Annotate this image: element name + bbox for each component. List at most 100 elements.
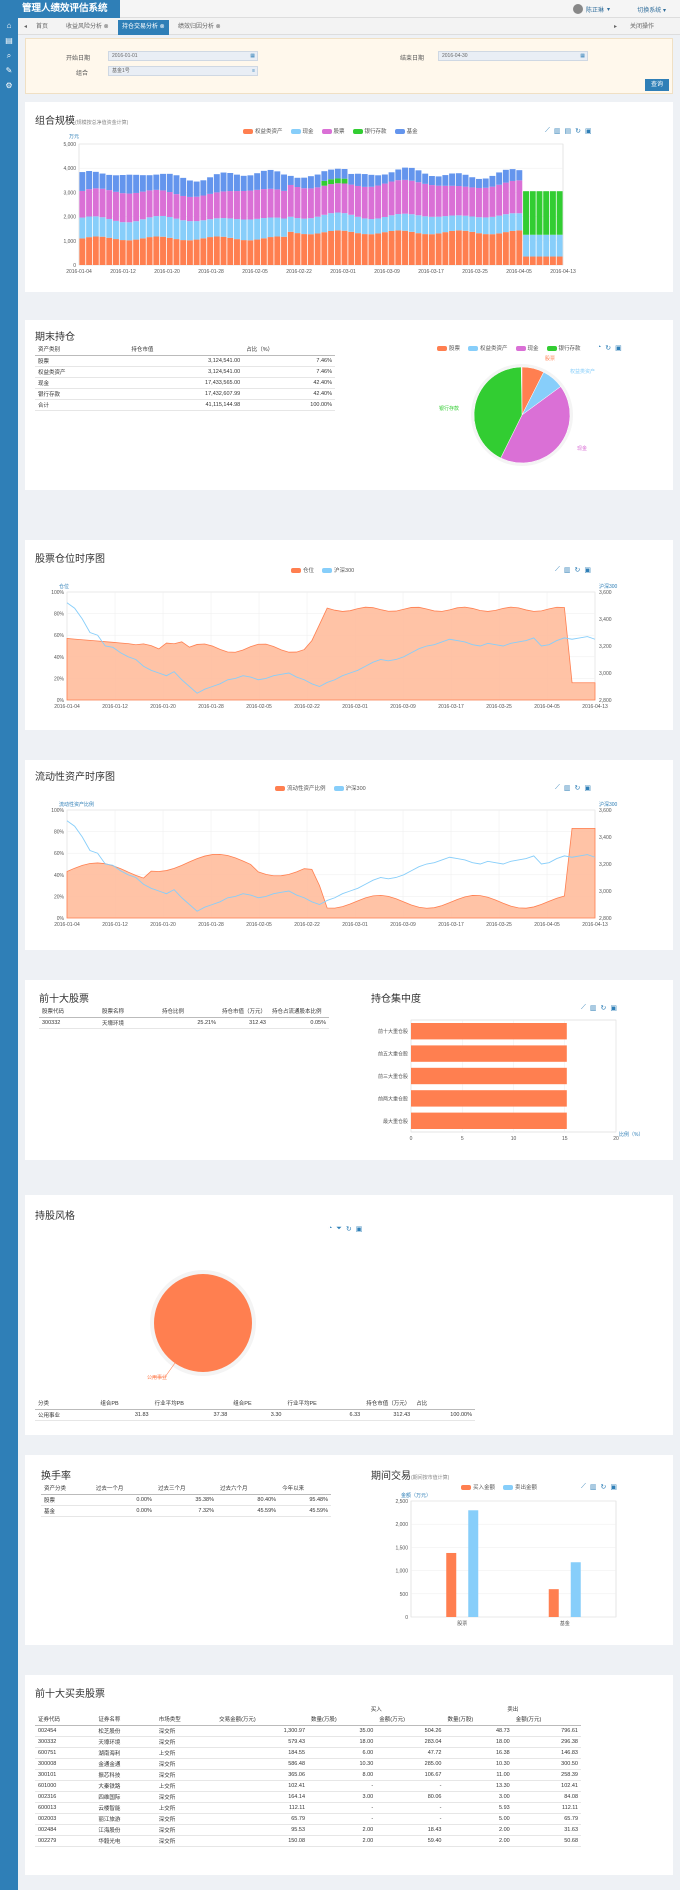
bar xyxy=(106,237,113,265)
table-row: 600751 湖南海利 上交所 184.55 6.00 47.72 16.38 146.83 xyxy=(35,1747,581,1759)
save-icon[interactable]: ▣ xyxy=(610,1005,618,1012)
chart-toolbox: ⟋ ▥ ↻ ▣ xyxy=(555,566,591,574)
bar xyxy=(529,191,536,235)
tick-label: 100% xyxy=(51,808,64,814)
tab-attribution[interactable]: 绩效归因分析 ⊗ xyxy=(178,24,221,30)
refresh-icon[interactable]: ↻ xyxy=(600,1005,607,1012)
tick-label: 20 xyxy=(613,1136,619,1142)
line-chart-icon[interactable]: ⟋ xyxy=(555,784,560,791)
save-icon[interactable]: ▣ xyxy=(610,1484,618,1491)
bar xyxy=(516,170,523,181)
search-icon[interactable]: ⌕ xyxy=(6,51,12,60)
chart-toolbox: ⟋ ▥ ↻ ▣ xyxy=(581,1483,617,1491)
bar xyxy=(462,174,469,187)
bar xyxy=(411,1067,567,1085)
bar-chart-icon[interactable]: ▥ xyxy=(553,128,561,135)
bar xyxy=(119,174,126,194)
bar xyxy=(234,191,240,220)
query-button[interactable]: 查询 xyxy=(645,79,669,91)
start-date-input[interactable]: 2016-01-01 ▦ xyxy=(108,51,258,61)
table-row: 002484 江海股份 深交所 95.53 2.00 18.43 2.00 31.63 xyxy=(35,1824,581,1836)
bar xyxy=(395,180,402,215)
user-menu[interactable]: 陈正琳 ▾ xyxy=(572,4,610,14)
holdings-pie: 股票 权益类资产 现金 银行存款 xyxy=(439,356,595,466)
pie-icon[interactable]: ◔ xyxy=(328,1225,333,1232)
stack-icon[interactable]: ▤ xyxy=(564,128,572,135)
axis-name: 流动性资产比例 xyxy=(59,801,94,808)
bar xyxy=(442,185,449,217)
bar xyxy=(469,187,476,217)
bar xyxy=(462,215,469,231)
refresh-icon[interactable]: ↻ xyxy=(574,785,581,792)
gear-icon[interactable]: ⚙ xyxy=(5,81,13,90)
axis-name: 比例（%） xyxy=(619,1131,643,1138)
end-date-label: 结束日期 xyxy=(400,56,425,62)
refresh-icon[interactable]: ↻ xyxy=(575,128,582,135)
bar xyxy=(307,188,314,219)
save-icon[interactable]: ▣ xyxy=(584,567,592,574)
funnel-icon[interactable]: ⏷ xyxy=(336,1225,342,1232)
bar xyxy=(260,170,267,190)
refresh-icon[interactable]: ↻ xyxy=(605,345,612,352)
tab-forward-icon[interactable]: ▸ xyxy=(614,24,618,30)
wrench-icon[interactable]: ✎ xyxy=(5,66,13,75)
tab-home[interactable]: 首页 xyxy=(36,24,49,30)
bar xyxy=(455,173,462,187)
document-icon[interactable]: ▤ xyxy=(5,36,13,45)
pie-icon[interactable]: ◔ xyxy=(597,344,602,351)
switch-system-button[interactable]: 切换系统 ▾ xyxy=(637,8,666,14)
line-chart-icon[interactable]: ⟋ xyxy=(581,1004,586,1011)
save-icon[interactable]: ▣ xyxy=(615,345,622,352)
tab-risk[interactable]: 收益风险分析 ⊗ xyxy=(66,24,109,30)
end-date-input[interactable]: 2016-04-30 ▦ xyxy=(438,51,588,61)
line-chart-icon[interactable]: ⟋ xyxy=(581,1483,586,1490)
bar xyxy=(274,217,281,237)
home-icon[interactable]: ⌂ xyxy=(6,21,12,30)
bar xyxy=(146,237,153,265)
bar xyxy=(314,187,321,217)
bar-chart-icon[interactable]: ▥ xyxy=(589,1005,597,1012)
bar xyxy=(435,185,442,217)
bar xyxy=(113,191,119,221)
bar xyxy=(341,183,348,214)
bar xyxy=(213,218,220,237)
bar xyxy=(294,177,301,187)
bar xyxy=(99,188,106,218)
tab-back-icon[interactable]: ◂ xyxy=(24,24,28,30)
tick-label: 2016-02-05 xyxy=(246,922,272,928)
bar xyxy=(449,185,456,216)
line-chart-icon[interactable]: ⟋ xyxy=(545,127,550,134)
bar xyxy=(348,184,355,215)
refresh-icon[interactable]: ↻ xyxy=(600,1484,607,1491)
refresh-icon[interactable]: ↻ xyxy=(345,1226,352,1233)
bar-chart-icon[interactable]: ▥ xyxy=(563,785,571,792)
tick-label: 20% xyxy=(54,676,65,682)
bar-chart-icon[interactable]: ▥ xyxy=(563,567,571,574)
section-title: 流动性资产时序图 xyxy=(35,772,115,783)
bar xyxy=(428,216,435,235)
bar-chart-icon[interactable]: ▥ xyxy=(589,1484,597,1491)
tick-label: 40% xyxy=(54,655,65,661)
combo-select[interactable]: 基金1号 ≡ xyxy=(108,66,258,76)
bar xyxy=(446,1552,457,1617)
tick-label: 2016-03-25 xyxy=(486,704,512,710)
bar xyxy=(220,236,227,265)
bar xyxy=(334,230,341,265)
save-icon[interactable]: ▣ xyxy=(585,128,592,135)
chart-toolbox: ◔ ⏷ ↻ ▣ xyxy=(328,1225,362,1233)
bar xyxy=(381,232,388,265)
axis-name: 沪深300 xyxy=(599,801,618,808)
save-icon[interactable]: ▣ xyxy=(355,1226,363,1233)
refresh-icon[interactable]: ↻ xyxy=(574,567,581,574)
bar xyxy=(106,174,113,191)
bar xyxy=(207,237,214,265)
save-icon[interactable]: ▣ xyxy=(584,785,592,792)
tick-label: 2,000 xyxy=(63,215,76,221)
bar xyxy=(267,217,274,238)
close-tabs-button[interactable]: 关闭操作 xyxy=(630,24,655,30)
tab-holdings[interactable]: 持仓交易分析 ⊗ xyxy=(118,20,169,35)
bar xyxy=(375,185,382,219)
bar xyxy=(193,196,200,222)
table-row: 002454 松芝股份 深交所 1,300.97 35.00 504.26 48.73 796… xyxy=(35,1725,581,1737)
line-chart-icon[interactable]: ⟋ xyxy=(555,566,560,573)
